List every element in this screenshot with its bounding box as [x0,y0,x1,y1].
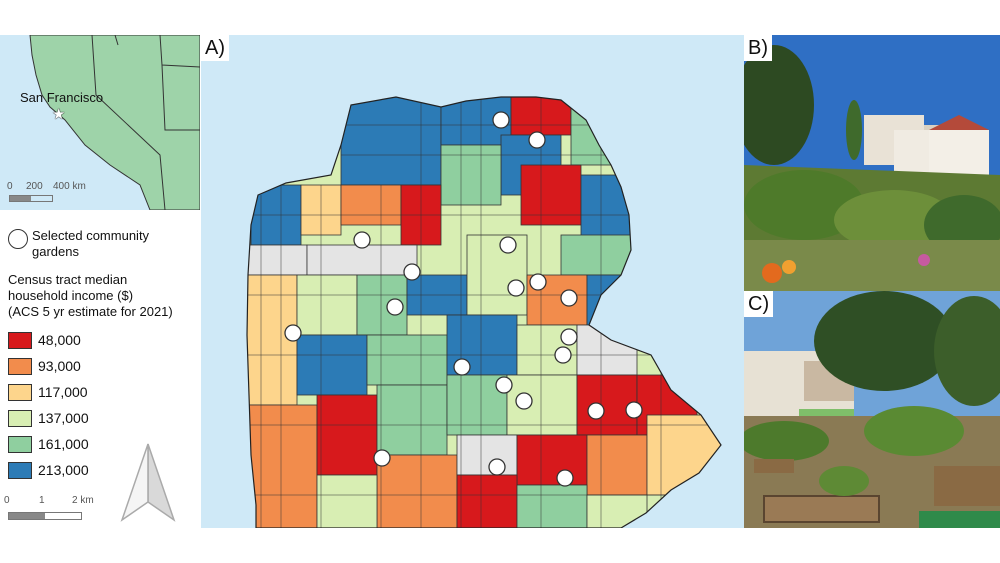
garden-marker [625,401,643,419]
north-arrow-icon [120,443,176,522]
swatch-48000 [8,332,32,349]
class-label-48000: 48,000 [38,332,81,348]
inset-scale-0: 0 [7,181,13,192]
garden-marker [560,289,578,307]
income-title-line2: household income ($) [8,288,134,303]
garden-marker [353,231,371,249]
garden-marker [528,131,546,149]
swatch-161000 [8,436,32,453]
garden-marker [403,263,421,281]
swatch-137000 [8,410,32,427]
inset-scale-200: 200 [26,181,43,192]
garden-photo-b-image [744,35,1000,291]
class-label-137000: 137,000 [38,410,89,426]
locator-inset-map: San Francisco ★ 0 200 400 km [0,35,200,210]
swatch-117000 [8,384,32,401]
class-label-161000: 161,000 [38,436,89,452]
garden-marker [492,111,510,129]
garden-markers [284,111,643,487]
legend: Selected community gardens Census tract … [0,212,200,528]
garden-marker [373,449,391,467]
gardens-label-line1: Selected community [32,228,150,243]
san-francisco-label: San Francisco [20,90,104,105]
garden-photo-b [744,35,1000,291]
income-title-line3: (ACS 5 yr estimate for 2021) [8,304,173,319]
garden-marker [495,376,513,394]
choropleth-svg [201,35,744,528]
panel-label-a: A) [201,35,229,61]
class-label-93000: 93,000 [38,358,81,374]
garden-marker [284,324,302,342]
garden-marker [556,469,574,487]
garden-marker [529,273,547,291]
garden-marker [488,458,506,476]
scale-0: 0 [4,495,10,506]
swatch-213000 [8,462,32,479]
income-title-line1: Census tract median [8,272,128,287]
garden-marker [587,402,605,420]
locator-map-svg [0,35,200,210]
scale-bar [8,512,82,520]
garden-marker [507,279,525,297]
scale-2km: 2 km [72,495,94,506]
class-label-213000: 213,000 [38,462,89,478]
garden-photo-c-image [744,291,1000,528]
inset-scale-bar [9,195,53,202]
garden-marker [560,328,578,346]
inset-scale-400: 400 km [53,181,86,192]
garden-marker [386,298,404,316]
swatch-93000 [8,358,32,375]
panel-label-b: B) [744,35,772,61]
scale-1: 1 [39,495,45,506]
panel-label-c: C) [744,291,774,317]
gardens-label-line2: gardens [32,244,79,259]
garden-marker-icon [8,229,28,249]
star-icon: ★ [52,106,66,123]
main-income-map [201,35,744,528]
garden-marker [515,392,533,410]
garden-photo-c [744,291,1000,528]
garden-marker [554,346,572,364]
garden-marker [499,236,517,254]
garden-marker [453,358,471,376]
class-label-117000: 117,000 [38,384,88,400]
